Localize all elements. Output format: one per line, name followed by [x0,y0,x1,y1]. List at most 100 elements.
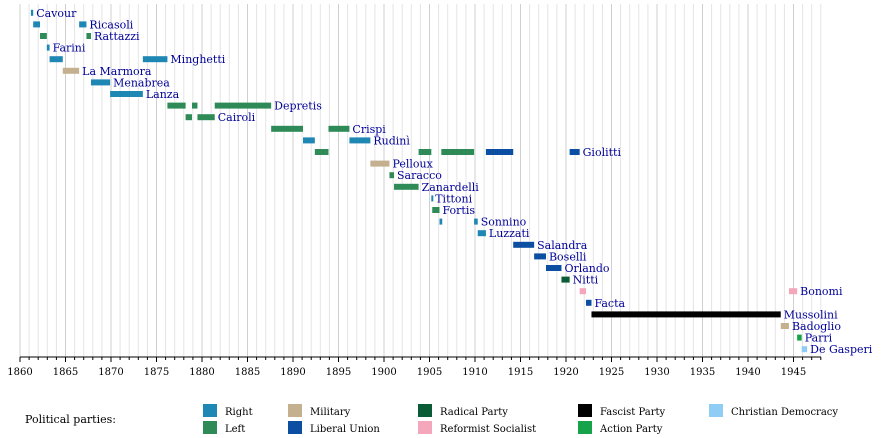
term-bar [40,33,47,39]
pm-label: Zanardelli [422,181,480,194]
term-bar [394,183,419,190]
pm-label: Pelloux [392,158,433,171]
term-bar [214,102,272,109]
pm-label: Salandra [537,239,588,252]
term-bar [485,149,514,155]
term-bar [271,125,304,132]
term-bar [110,91,143,97]
term-bars [30,9,808,353]
legend-swatch [203,404,217,417]
term-bar [418,149,432,155]
legend-title: Political parties: [25,413,116,426]
term-bar [167,102,186,109]
legend-swatch [288,404,302,417]
term-bar [431,195,434,202]
term-bar [586,299,592,306]
term-bar [801,346,808,353]
term-bar [797,334,802,341]
term-bar [591,311,781,318]
term-bar [569,149,580,155]
pm-label: Luzzati [489,227,530,240]
legend-swatch [288,421,302,434]
pm-label: Cairoli [218,111,256,124]
pm-label: Fortis [443,204,476,217]
legend-swatch [709,404,723,417]
party-legend: Political parties: Right Left Military Libe… [25,404,838,435]
pm-label: Nitti [573,274,599,287]
term-bar [90,79,111,86]
grid-lines [19,4,822,357]
term-bar [185,114,192,121]
term-bar [370,160,390,167]
term-bar [79,21,87,28]
pm-label: Giolitti [583,146,622,159]
term-bar [389,172,395,179]
term-bar [474,218,478,225]
x-tick-label: 1945 [781,367,806,378]
legend-swatch [418,421,432,434]
term-bar [86,33,91,39]
term-bar [314,149,329,155]
x-tick-label: 1940 [735,367,760,378]
legend-swatch [418,404,432,417]
pm-label: Parri [805,332,833,345]
term-bar [142,56,168,63]
pm-label: Mussolini [784,308,838,321]
term-bar [62,67,80,74]
term-bar [349,137,371,144]
pm-label: Cavour [36,7,77,20]
pm-label: Farini [53,42,86,55]
legend-label: Right [225,407,253,418]
term-bar [534,253,546,260]
pm-label: La Marmora [82,65,152,78]
x-tick-label: 1910 [462,367,487,378]
term-bar [477,230,486,237]
legend-label: Christian Democracy [731,407,838,418]
term-bar [780,323,789,329]
term-bar [788,288,798,295]
term-bar [561,276,570,283]
pm-label: Rattazzi [94,30,140,43]
x-tick-label: 1925 [599,367,624,378]
x-tick-label: 1860 [7,367,32,378]
legend-label: Radical Party [440,407,508,418]
term-bar [439,218,443,225]
legend-swatch [578,421,592,434]
x-tick-label: 1930 [644,367,669,378]
pm-label: Facta [594,297,625,310]
term-bar [303,137,315,144]
pm-label: Depretis [274,100,322,113]
x-tick-label: 1915 [508,367,533,378]
legend-label: Liberal Union [310,424,380,435]
legend-label: Left [225,424,245,435]
pm-label: Badoglio [792,320,841,333]
pm-label: Sonnino [481,216,527,229]
pm-label: Saracco [397,169,442,182]
x-axis: 1860 1865 1870 1875 1880 1885 1890 1895 1900 1905… [7,356,822,378]
term-bar [191,102,198,109]
x-tick-label: 1870 [98,367,123,378]
x-tick-label: 1885 [235,367,260,378]
term-bar [579,288,587,295]
pm-label: Orlando [564,262,609,275]
x-tick-label: 1880 [189,367,214,378]
x-tick-label: 1900 [371,367,396,378]
pm-label: Crispi [352,123,386,136]
term-bar [432,207,440,213]
legend-label: Action Party [599,424,663,435]
pm-label: Lanza [146,88,180,101]
x-tick-label: 1935 [690,367,715,378]
term-bar [33,21,41,28]
term-bar [545,265,562,271]
legend-swatch [203,421,217,434]
pm-label: Bonomi [800,285,843,298]
x-tick-label: 1905 [417,367,442,378]
term-bar [46,44,50,51]
legend-label: Military [310,407,351,418]
term-bar [49,56,63,63]
legend-label: Reformist Socialist [440,424,536,435]
pm-label: Menabrea [113,76,170,89]
x-tick-label: 1895 [326,367,351,378]
pm-label: Rudinì [373,134,410,147]
